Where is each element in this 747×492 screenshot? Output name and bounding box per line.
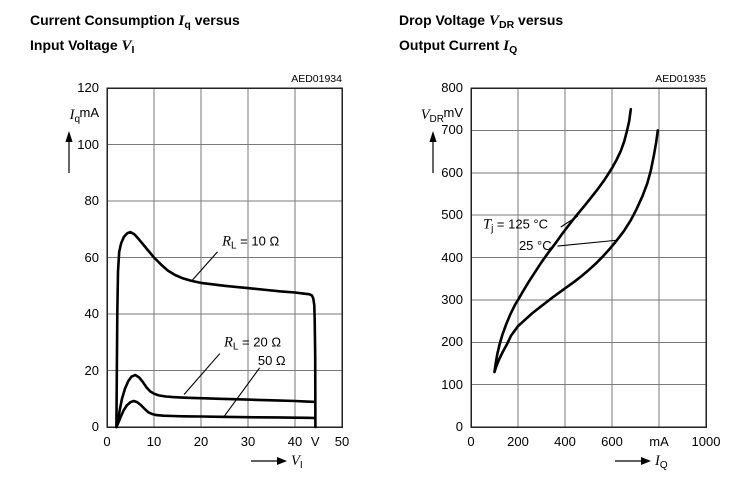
curve-label: RL = 20 Ω: [224, 335, 281, 356]
variable-symbol: V: [420, 107, 430, 123]
x-tick-label: 1000: [691, 434, 721, 449]
title-text: Input Voltage: [30, 37, 122, 53]
variable-symbol: I: [69, 107, 75, 123]
chart-code: AED01935: [655, 73, 706, 85]
title-text: versus: [190, 12, 240, 28]
curve-RL = 20 Ω: [115, 373, 317, 429]
title-text: Current Consumption: [30, 12, 179, 28]
title-subscript: I: [131, 44, 135, 56]
variable-symbol: R: [222, 233, 231, 250]
y-tick-label: 600: [441, 164, 463, 180]
variable-subscript: j: [491, 223, 494, 235]
variable-subscript: Q: [659, 460, 668, 471]
variable-subscript: q: [74, 114, 80, 125]
y-axis-name: Iq: [0, 107, 80, 128]
curve-Tj = 25 °C: [493, 129, 660, 374]
y-tick-label: 100: [441, 376, 463, 392]
label-text: 50 Ω: [257, 352, 286, 368]
variable-subscript: L: [232, 341, 239, 353]
variable-subscript: DR: [429, 114, 444, 125]
y-axis-arrow-head: [429, 131, 437, 142]
y-tick-label: 500: [441, 207, 463, 223]
x-tick-label: 40: [287, 434, 303, 449]
title-text: Drop Voltage: [399, 12, 489, 28]
y-tick-label: 800: [441, 80, 463, 95]
y-axis-unit: mA: [79, 105, 100, 120]
chart-title-right-line2: Output Current IQ: [399, 35, 563, 60]
variable-symbol: T: [482, 216, 492, 233]
annotation-leader: [560, 215, 579, 228]
y-tick-label: 60: [84, 249, 99, 265]
chart-title-left-line2: Input Voltage VI: [30, 35, 240, 60]
chart-title-left: Current Consumption Iq versus Input Volt…: [30, 10, 240, 60]
label-text: = 10 Ω: [236, 233, 280, 249]
y-tick-label: 0: [455, 419, 463, 434]
title-subscript: Q: [509, 44, 518, 56]
y-tick-label: 300: [441, 291, 463, 307]
curve-label: RL = 10 Ω: [222, 233, 279, 254]
curve-label: 25 °C: [519, 238, 552, 254]
annotation-leader: [191, 251, 218, 282]
y-tick-label: 120: [77, 80, 99, 95]
variable-subscript: I: [299, 460, 303, 471]
x-tick-label: 0: [103, 434, 111, 449]
label-text: 25 °C: [518, 238, 552, 254]
title-variable: V: [121, 38, 132, 54]
chart-code: AED01934: [291, 73, 342, 85]
x-tick-label: 200: [507, 434, 529, 449]
chart-title-right: Drop Voltage VDR versus Output Current I…: [399, 10, 563, 60]
curve-RL = 50 Ω: [115, 399, 317, 429]
title-variable: I: [503, 38, 510, 54]
y-tick-label: 100: [77, 136, 99, 152]
x-axis-arrow-head: [641, 457, 651, 465]
curve-Tj = 125 °C: [493, 107, 633, 374]
x-axis-unit: V: [310, 434, 320, 449]
x-axis-name: VI: [291, 453, 303, 474]
label-text: = 20 Ω: [238, 334, 282, 350]
y-tick-label: 80: [84, 193, 99, 208]
chart-title-left-line1: Current Consumption Iq versus: [30, 10, 240, 35]
x-tick-label: 50: [334, 434, 350, 449]
chart-title-right-line1: Drop Voltage VDR versus: [399, 10, 563, 35]
y-tick-label: 400: [441, 249, 463, 265]
curve-label: Tj = 125 °C: [483, 216, 548, 237]
x-tick-label: 10: [146, 434, 162, 449]
y-axis-arrow-head: [65, 131, 73, 142]
title-variable: I: [178, 13, 185, 29]
title-text: versus: [514, 12, 564, 28]
label-text: = 125 °C: [493, 216, 549, 232]
x-axis-arrow-head: [277, 457, 287, 465]
annotation-leader: [183, 353, 221, 395]
y-tick-label: 200: [441, 334, 463, 350]
annotation-leader: [224, 367, 261, 417]
title-subscript: q: [184, 19, 191, 31]
variable-symbol: V: [291, 453, 300, 469]
annotation-leader: [557, 239, 618, 247]
y-tick-label: 700: [441, 122, 463, 138]
variable-symbol: I: [655, 453, 660, 469]
x-axis-name: IQ: [655, 453, 668, 474]
y-tick-label: 0: [91, 419, 99, 434]
plot-border: [470, 87, 707, 428]
title-subscript: DR: [498, 19, 515, 31]
x-tick-label: 20: [193, 434, 209, 449]
x-tick-label: 600: [601, 434, 623, 449]
y-tick-label: 20: [84, 362, 99, 378]
variable-subscript: L: [231, 240, 237, 252]
title-variable: V: [488, 13, 499, 29]
x-tick-label: 400: [554, 434, 576, 449]
x-tick-label: 30: [240, 434, 256, 449]
curve-RL = 10 Ω: [115, 230, 317, 429]
y-axis-name: VDR: [356, 107, 444, 128]
curve-label: 50 Ω: [258, 353, 286, 369]
y-tick-label: 40: [84, 306, 99, 321]
y-axis-unit: mV: [443, 105, 464, 120]
x-tick-label: 0: [467, 434, 475, 449]
plot-border: [106, 87, 343, 428]
x-tick-label: mA: [649, 434, 669, 449]
variable-symbol: R: [224, 334, 233, 351]
title-text: Output Current: [399, 37, 504, 53]
